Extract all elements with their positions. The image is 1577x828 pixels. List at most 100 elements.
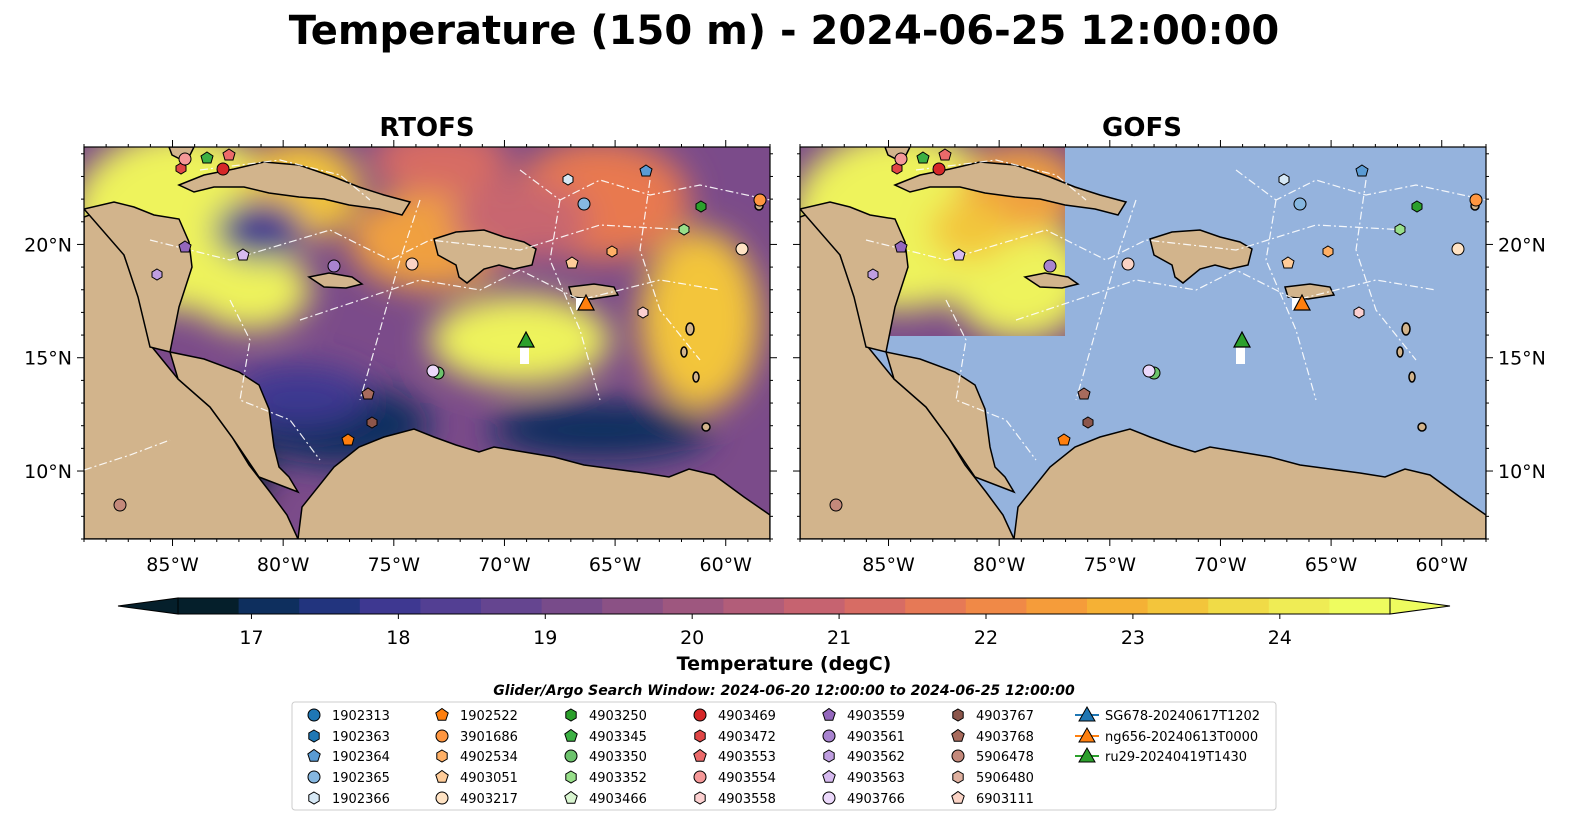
map-axes: 85°W 80°W 75°W 70°W 65°W 60°W 20°N 15°N 10°N 85°W… (24, 140, 1546, 576)
colorbar-segment (420, 598, 482, 614)
argo-float-4903469-icon (216, 162, 230, 176)
legend-label: 4903472 (718, 730, 776, 745)
lon-tick-label: 85°W (146, 554, 199, 576)
argo-float-4902534-icon (606, 245, 618, 258)
legend-label: 3901686 (460, 730, 518, 745)
legend-label: 4903250 (589, 709, 647, 724)
argo-float-1902365-icon (577, 197, 591, 211)
legend-item: 6903111 (951, 790, 1034, 807)
colorbar-segment (1026, 598, 1088, 614)
argo-float-4903562-icon (151, 268, 163, 281)
colorbar-segment (602, 598, 664, 614)
argo-float-1902366-icon (562, 173, 574, 186)
legend-label: 4903469 (718, 709, 776, 724)
colorbar-tick-label: 23 (1121, 627, 1145, 649)
legend-marker-icon (307, 770, 321, 784)
legend-label: 4903562 (847, 750, 905, 765)
lon-tick-label: 80°W (257, 554, 310, 576)
legend-label: SG678-20240617T1202 (1105, 709, 1260, 724)
legend-label: 4903217 (460, 792, 518, 807)
legend-item: 1902522 (435, 707, 518, 724)
colorbar-segment (299, 598, 361, 614)
legend-marker-icon (951, 728, 965, 742)
legend-item: 4903352 (565, 770, 647, 786)
legend-marker-icon (823, 749, 835, 763)
legend-label: 4903768 (976, 730, 1034, 745)
legend-item: 1902366 (308, 791, 390, 807)
legend-label: 4903559 (847, 709, 905, 724)
colorbar: 17 18 19 20 21 22 23 24 (117, 597, 1451, 649)
argo-float-4903051-icon (565, 256, 579, 269)
colorbar-segment (1329, 598, 1391, 614)
lon-tick-label: 70°W (478, 554, 531, 576)
legend-marker-icon (308, 729, 320, 743)
colorbar-tick-label: 19 (533, 627, 557, 649)
legend-item: 1902364 (307, 748, 390, 765)
legend-marker-icon (564, 728, 578, 742)
argo-float-4903553-icon (222, 148, 236, 161)
legend-item: ng656-20240613T0000 (1075, 726, 1258, 745)
lat-tick-label: 20°N (1498, 234, 1546, 256)
legend-label: 5906478 (976, 750, 1034, 765)
legend-label: 4903558 (718, 792, 776, 807)
colorbar-segment (1208, 598, 1270, 614)
legend-marker-icon (308, 791, 320, 805)
colorbar-tick-label: 24 (1268, 627, 1292, 649)
legend-marker-icon (307, 708, 321, 722)
colorbar-segment (844, 598, 906, 614)
argo-float-4903768-icon (361, 387, 375, 400)
colorbar-segment (1268, 598, 1330, 614)
colorbar-segment (723, 598, 785, 614)
colorbar-segment (662, 598, 724, 614)
lon-tick-label: 85°W (862, 554, 915, 576)
legend-marker-icon (1075, 705, 1099, 722)
colorbar-segment (359, 598, 421, 614)
legend-item: 4903472 (694, 729, 776, 745)
legend-label: 5906480 (976, 771, 1034, 786)
legend-marker-icon (822, 707, 836, 721)
legend-marker-icon (564, 790, 578, 804)
legend-marker-icon (951, 749, 965, 763)
figure-title: Temperature (150 m) - 2024-06-25 12:00:0… (289, 8, 1280, 54)
legend-label: 4903051 (460, 771, 518, 786)
legend-marker-icon (435, 707, 449, 721)
legend-marker-icon (693, 748, 707, 762)
legend-marker-icon (436, 749, 448, 763)
lon-tick-label: 60°W (700, 554, 753, 576)
legend: 1902313 1902363 1902364 1902365 1902366 19025… (291, 701, 1277, 811)
legend-item: 4903559 (822, 707, 905, 724)
legend-label: 4902534 (460, 750, 518, 765)
argo-float-3901686-icon (753, 193, 767, 207)
legend-marker-icon (694, 791, 706, 805)
colorbar-tick-label: 17 (239, 627, 263, 649)
legend-item: 4903562 (823, 749, 905, 765)
colorbar-segment (481, 598, 543, 614)
legend-item: ru29-20240419T1430 (1075, 746, 1247, 765)
legend-item: 4902534 (436, 749, 518, 765)
argo-float-4903345-icon (200, 151, 214, 164)
argo-float-4903563-icon (236, 248, 250, 261)
legend-label: 4903767 (976, 709, 1034, 724)
legend-marker-icon (822, 729, 836, 743)
colorbar-segment (1147, 598, 1209, 614)
legend-label: 4903345 (589, 730, 647, 745)
glider-ru29-icon (517, 330, 535, 348)
legend-item: 4903051 (435, 769, 518, 786)
argo-float-1902522-icon (341, 433, 355, 446)
colorbar-segment (905, 598, 967, 614)
colorbar-segment (1087, 598, 1149, 614)
legend-label: 4903466 (589, 792, 647, 807)
lat-tick-label: 10°N (1498, 461, 1546, 483)
argo-float-4903472-icon (175, 162, 187, 175)
legend-label: 1902363 (332, 730, 390, 745)
colorbar-segment (178, 598, 240, 614)
glider-ng656-icon (577, 293, 595, 311)
lon-tick-label: 75°W (368, 554, 421, 576)
legend-marker-icon (952, 708, 964, 722)
legend-item: 4903350 (564, 749, 647, 765)
lon-tick-label: 65°W (1305, 554, 1358, 576)
legend-item: 4903554 (693, 770, 776, 786)
legend-label: 4903554 (718, 771, 776, 786)
legend-label: 4903563 (847, 771, 905, 786)
legend-item: 1902365 (307, 770, 390, 786)
